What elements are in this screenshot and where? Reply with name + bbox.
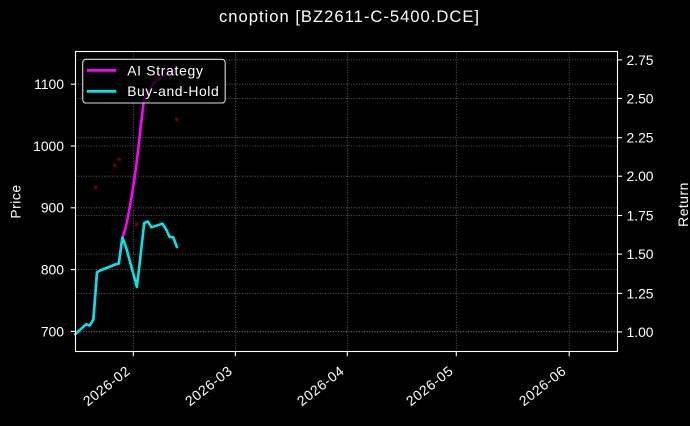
- svg-text:1.50: 1.50: [627, 246, 654, 262]
- svg-text:700: 700: [41, 323, 64, 339]
- svg-text:1.25: 1.25: [627, 285, 654, 301]
- svg-text:2.25: 2.25: [627, 130, 654, 146]
- svg-text:1000: 1000: [33, 138, 64, 154]
- svg-text:2.50: 2.50: [627, 90, 654, 106]
- svg-text:2.00: 2.00: [627, 168, 654, 184]
- svg-text:Return: Return: [675, 182, 690, 227]
- svg-text:1.75: 1.75: [627, 207, 654, 223]
- svg-text:800: 800: [41, 262, 64, 278]
- svg-text:900: 900: [41, 200, 64, 216]
- svg-text:2.75: 2.75: [627, 52, 654, 68]
- svg-text:1100: 1100: [34, 76, 64, 92]
- svg-text:AI Strategy: AI Strategy: [127, 62, 203, 78]
- svg-text:Buy-and-Hold: Buy-and-Hold: [127, 83, 219, 99]
- svg-text:cnoption [BZ2611-C-5400.DCE]: cnoption [BZ2611-C-5400.DCE]: [219, 7, 480, 26]
- svg-text:Price: Price: [8, 184, 24, 218]
- svg-text:1.00: 1.00: [627, 324, 654, 340]
